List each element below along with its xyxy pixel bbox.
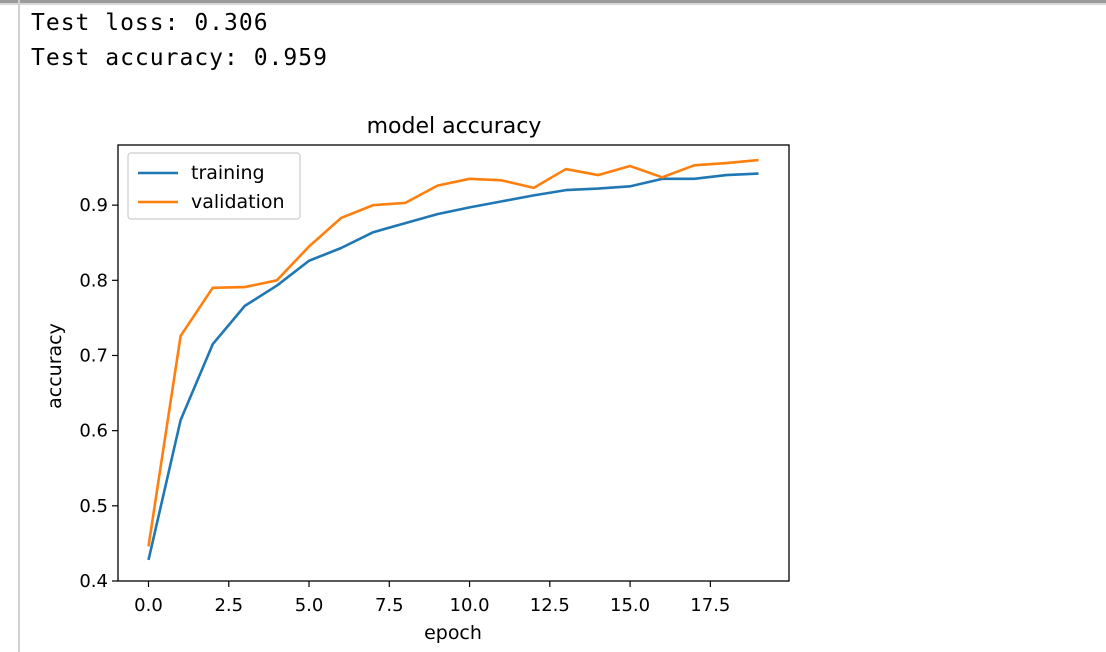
series-line-training [147, 172, 759, 561]
y-tick-label: 0.7 [79, 345, 108, 366]
chart-title: model accuracy [367, 114, 542, 139]
x-tick-label: 10.0 [450, 595, 490, 616]
stdout-test-accuracy: Test accuracy: 0.959 [31, 45, 328, 71]
x-tick-label: 0.0 [134, 595, 163, 616]
x-tick-label: 7.5 [375, 595, 404, 616]
x-tick-label: 15.0 [610, 595, 650, 616]
y-axis: 0.4 0.5 0.6 0.7 0.8 0.9 [79, 195, 118, 592]
x-tick-label: 17.5 [690, 595, 730, 616]
x-axis-label: epoch [424, 622, 482, 644]
x-axis: 0.0 2.5 5.0 7.5 10.0 12.5 15.0 17.5 [134, 581, 730, 616]
y-tick-label: 0.4 [79, 571, 108, 592]
plot-frame [117, 144, 790, 582]
y-tick-label: 0.6 [79, 421, 108, 442]
legend-label-validation: validation [191, 191, 285, 213]
cell-top-border [0, 0, 1106, 3]
stdout-test-loss: Test loss: 0.306 [31, 10, 269, 36]
legend-label-training: training [191, 162, 265, 184]
cell-left-gutter [18, 0, 20, 652]
chart-legend: training validation [127, 152, 301, 220]
cell-top-shadow [0, 3, 1106, 5]
y-tick-label: 0.8 [79, 270, 108, 291]
x-tick-label: 2.5 [214, 595, 243, 616]
y-tick-label: 0.5 [79, 496, 108, 517]
x-tick-label: 12.5 [530, 595, 570, 616]
y-axis-label: accuracy [44, 323, 66, 409]
series-line-validation [147, 158, 759, 547]
x-tick-label: 5.0 [295, 595, 324, 616]
chart-series-group [147, 158, 759, 561]
y-tick-label: 0.9 [79, 195, 108, 216]
